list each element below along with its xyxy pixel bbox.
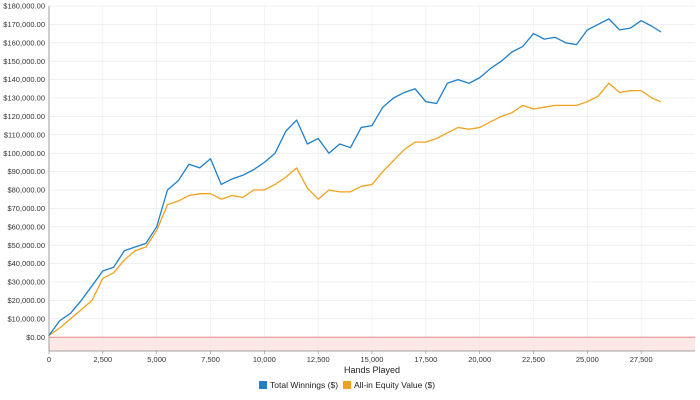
y-axis-ticks: $0.00 $10,000.00 $20,000.00 $30,000.00 $40,0… [3,2,45,342]
y-tick-label: $170,000.00 [3,20,45,29]
y-tick-label: $60,000.00 [7,222,45,231]
y-tick-label: $70,000.00 [7,204,45,213]
y-tick-label: $160,000.00 [3,38,45,47]
y-tick-label: $40,000.00 [7,259,45,268]
legend-swatch-total-winnings [259,381,267,389]
y-tick-label: $100,000.00 [3,149,45,158]
legend-label-total-winnings: Total Winnings ($) [270,380,338,390]
x-tick-label: 17,500 [414,355,437,364]
y-tick-label: $90,000.00 [7,167,45,176]
x-tick-label: 15,000 [361,355,384,364]
x-tick-label: 22,500 [522,355,545,364]
x-tick-label: 5,000 [147,355,166,364]
y-tick-label: $30,000.00 [7,278,45,287]
x-tick-label: 25,000 [576,355,599,364]
x-axis-ticks: 0 2,500 5,000 7,500 10,000 12,500 15,000 17,500… [47,351,653,364]
y-tick-label: $180,000.00 [3,2,45,11]
y-tick-label: $140,000.00 [3,75,45,84]
x-tick-label: 0 [47,355,51,364]
y-tick-label: $20,000.00 [7,296,45,305]
y-tick-label: $150,000.00 [3,57,45,66]
y-tick-label: $130,000.00 [3,94,45,103]
y-tick-label: $0.00 [26,333,45,342]
y-tick-label: $50,000.00 [7,241,45,250]
x-tick-label: 7,500 [201,355,220,364]
y-tick-label: $80,000.00 [7,186,45,195]
series-line-all-in-equity [48,82,662,337]
y-tick-label: $10,000.00 [7,314,45,323]
y-tick-label: $110,000.00 [4,130,45,139]
x-tick-label: 27,500 [630,355,653,364]
series-lines [48,18,662,337]
x-axis-title: Hands Played [344,365,400,375]
legend: Total Winnings ($) All-in Equity Value (… [259,380,435,390]
series-line-total-winnings [48,18,662,337]
x-tick-label: 10,000 [253,355,276,364]
x-tick-label: 20,000 [468,355,491,364]
legend-label-all-in-equity: All-in Equity Value ($) [354,380,435,390]
legend-swatch-all-in-equity [343,381,351,389]
x-tick-label: 2,500 [93,355,112,364]
y-tick-label: $120,000.00 [3,112,45,121]
x-tick-label: 12,500 [307,355,330,364]
